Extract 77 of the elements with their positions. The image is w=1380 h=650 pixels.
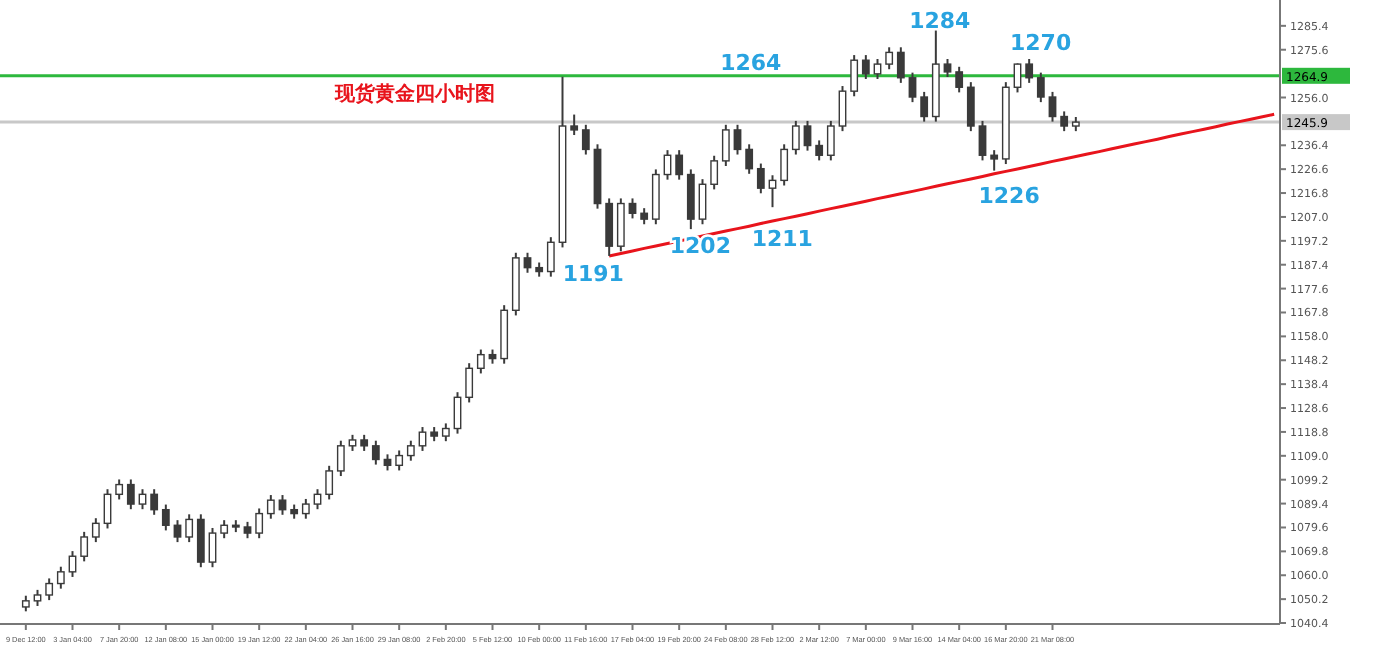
candlestick xyxy=(173,519,182,544)
candlestick xyxy=(721,123,730,167)
candlestick xyxy=(966,81,975,133)
candlestick xyxy=(255,507,264,540)
candlestick xyxy=(710,154,719,191)
candlestick xyxy=(803,119,812,152)
candlestick xyxy=(371,439,380,466)
candlestick xyxy=(628,197,637,220)
candlestick xyxy=(406,439,415,462)
candlestick xyxy=(336,439,345,478)
candlestick xyxy=(651,168,660,226)
candlestick xyxy=(138,488,147,511)
candlestick xyxy=(826,119,835,162)
candlestick xyxy=(185,513,194,544)
candlestick xyxy=(605,197,614,257)
candlestick xyxy=(955,65,964,94)
annotation: 1211 xyxy=(751,226,813,253)
candlestick xyxy=(733,123,742,156)
line-series xyxy=(607,112,1276,258)
candlestick xyxy=(838,85,847,133)
candlestick xyxy=(91,517,100,544)
candlestick xyxy=(325,464,334,501)
candlestick xyxy=(850,54,859,98)
candlestick xyxy=(1036,71,1045,104)
candlestick xyxy=(1025,57,1034,84)
candlestick xyxy=(768,174,777,209)
candlestick xyxy=(523,251,532,274)
candlestick xyxy=(80,530,89,563)
candlestick xyxy=(546,236,555,278)
candlestick xyxy=(780,143,789,187)
candlestick xyxy=(1060,110,1069,133)
candlestick xyxy=(675,149,684,181)
candlestick xyxy=(873,57,882,80)
candlestick xyxy=(1048,90,1057,123)
candlestick xyxy=(150,488,159,516)
candlestick xyxy=(56,565,65,590)
candlestick xyxy=(301,497,310,520)
candlestick xyxy=(418,426,427,452)
candlestick xyxy=(465,362,474,404)
candlestick xyxy=(570,113,579,137)
candlestick xyxy=(115,478,124,501)
candlestick xyxy=(208,526,217,569)
candlestick xyxy=(815,139,824,162)
candlestick xyxy=(126,478,135,511)
candlestick xyxy=(791,119,800,156)
candlestick xyxy=(990,149,999,172)
candlestick xyxy=(1013,62,1022,94)
candlestick xyxy=(745,143,754,175)
candlestick xyxy=(756,162,765,195)
candlestick xyxy=(161,503,170,532)
candlestick xyxy=(616,197,625,253)
candlestick xyxy=(978,119,987,162)
candlestick xyxy=(220,519,229,540)
candlestick xyxy=(68,550,77,578)
candlestick xyxy=(861,54,870,80)
annotation: 1270 xyxy=(1009,29,1072,56)
candlestick xyxy=(45,577,54,602)
candlestick xyxy=(908,71,917,104)
candlestick xyxy=(581,123,590,156)
candlestick xyxy=(196,513,205,569)
annotation: 1264 xyxy=(720,49,783,76)
annotation: 1191 xyxy=(562,260,624,287)
candlestick xyxy=(395,449,404,472)
candlestick xyxy=(266,494,275,520)
candlestick xyxy=(920,90,929,123)
candlestick xyxy=(313,488,322,511)
candlestick xyxy=(896,46,905,84)
candlestick xyxy=(698,178,707,226)
candlestick xyxy=(943,57,952,79)
candlestick xyxy=(686,168,695,231)
candlestick xyxy=(476,348,485,375)
annotation: 1284 xyxy=(909,8,972,35)
annotation: 1226 xyxy=(978,182,1041,209)
text: 现货黄金四小时图 xyxy=(333,82,495,106)
candlestick xyxy=(885,46,894,71)
annotation: 1202 xyxy=(669,232,732,259)
candlestick xyxy=(278,494,287,516)
